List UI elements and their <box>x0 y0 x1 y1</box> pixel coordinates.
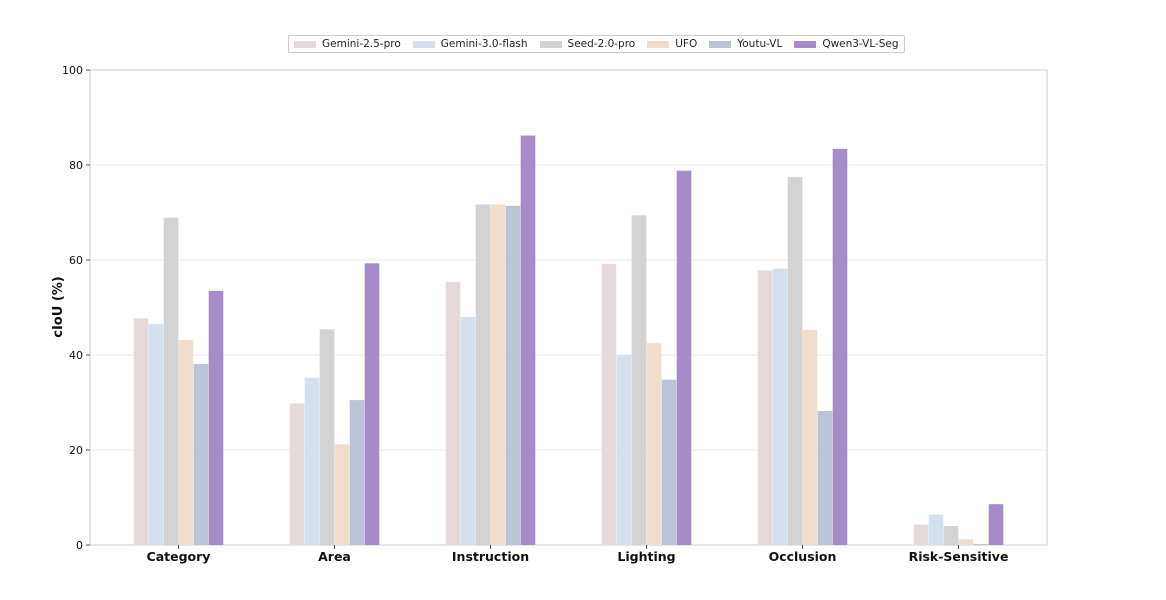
y-tick-label: 60 <box>69 254 83 267</box>
y-tick-label: 0 <box>76 539 83 552</box>
x-category-label: Instruction <box>452 549 529 564</box>
bar-qwen3-vl-seg-occlusion <box>832 148 848 545</box>
legend-swatch <box>709 40 732 48</box>
legend-label: Gemini-2.5-pro <box>322 38 401 50</box>
bar-gemini-2-5-pro-instruction <box>445 281 461 545</box>
bars <box>133 135 1004 546</box>
legend-label: Youtu-VL <box>737 38 783 50</box>
bar-youtu-vl-occlusion <box>817 411 833 545</box>
legend-swatch <box>794 40 817 48</box>
legend-item: UFO <box>647 38 697 50</box>
legend-item: Gemini-2.5-pro <box>294 38 401 50</box>
bar-ufo-risk-sensitive <box>958 539 974 545</box>
y-axis-title: cIoU (%) <box>51 276 66 337</box>
bar-gemini-2-5-pro-risk-sensitive <box>913 524 929 545</box>
bar-gemini-2-5-pro-lighting <box>601 263 617 545</box>
x-category-label: Area <box>318 549 351 564</box>
bar-gemini-3-0-flash-lighting <box>616 355 632 545</box>
bar-qwen3-vl-seg-instruction <box>520 135 536 546</box>
legend-label: Qwen3-VL-Seg <box>822 38 899 50</box>
bar-gemini-3-0-flash-instruction <box>460 317 476 545</box>
bar-seed-2-0-pro-category <box>163 217 179 545</box>
gridlines <box>90 164 1047 451</box>
bar-qwen3-vl-seg-risk-sensitive <box>988 504 1004 545</box>
bar-seed-2-0-pro-instruction <box>475 204 491 546</box>
legend-item: Qwen3-VL-Seg <box>794 38 899 50</box>
legend-item: Gemini-3.0-flash <box>412 38 528 50</box>
plot-area <box>89 69 1048 546</box>
legend-swatch <box>412 40 435 48</box>
bar-ufo-area <box>334 444 350 545</box>
legend: Gemini-2.5-pro Gemini-3.0-flash Seed-2.0-p… <box>288 35 905 53</box>
x-category-label: Occlusion <box>769 549 837 564</box>
bar-qwen3-vl-seg-area <box>364 263 380 545</box>
x-axis-categories: Category Area Instruction Lighting Occlusion… <box>147 545 1009 564</box>
legend-label: Gemini-3.0-flash <box>440 38 528 50</box>
bar-youtu-vl-area <box>349 400 365 546</box>
bar-youtu-vl-category <box>193 364 209 545</box>
bar-qwen3-vl-seg-category <box>208 290 224 546</box>
y-tick-label: 40 <box>69 349 83 362</box>
y-axis-ticks: 0 20 40 60 80 100 <box>62 64 90 552</box>
x-category-label: Lighting <box>617 549 675 564</box>
y-tick-label: 20 <box>69 444 83 457</box>
bar-gemini-2-5-pro-category <box>133 318 149 545</box>
bar-gemini-2-5-pro-occlusion <box>757 270 773 545</box>
bar-gemini-3-0-flash-category <box>148 324 164 546</box>
y-tick-label: 100 <box>62 64 83 77</box>
y-tick-label: 80 <box>69 159 83 172</box>
legend-label: Seed-2.0-pro <box>567 38 636 50</box>
legend-item: Seed-2.0-pro <box>539 38 636 50</box>
bar-seed-2-0-pro-risk-sensitive <box>943 526 959 545</box>
bar-seed-2-0-pro-occlusion <box>787 176 803 546</box>
legend-label: UFO <box>675 38 698 50</box>
bar-qwen3-vl-seg-lighting <box>676 170 692 545</box>
bar-ufo-occlusion <box>802 329 818 545</box>
x-category-label: Category <box>147 549 211 564</box>
bar-ufo-category <box>178 339 194 545</box>
x-category-label: Risk-Sensitive <box>909 549 1009 564</box>
legend-item: Youtu-VL <box>709 38 782 50</box>
bar-youtu-vl-risk-sensitive <box>973 544 989 545</box>
bar-gemini-3-0-flash-area <box>304 377 320 545</box>
bar-ufo-lighting <box>646 343 662 546</box>
bar-seed-2-0-pro-area <box>319 329 335 545</box>
legend-swatch <box>539 40 562 48</box>
bar-youtu-vl-lighting <box>661 379 677 545</box>
bar-youtu-vl-instruction <box>505 205 521 545</box>
bar-gemini-3-0-flash-occlusion <box>772 268 788 545</box>
legend-swatch <box>647 40 670 48</box>
bar-gemini-2-5-pro-area <box>289 403 305 545</box>
bar-ufo-instruction <box>490 204 506 546</box>
legend-swatch <box>294 40 316 48</box>
bar-seed-2-0-pro-lighting <box>631 215 647 545</box>
bar-gemini-3-0-flash-risk-sensitive <box>928 514 944 545</box>
